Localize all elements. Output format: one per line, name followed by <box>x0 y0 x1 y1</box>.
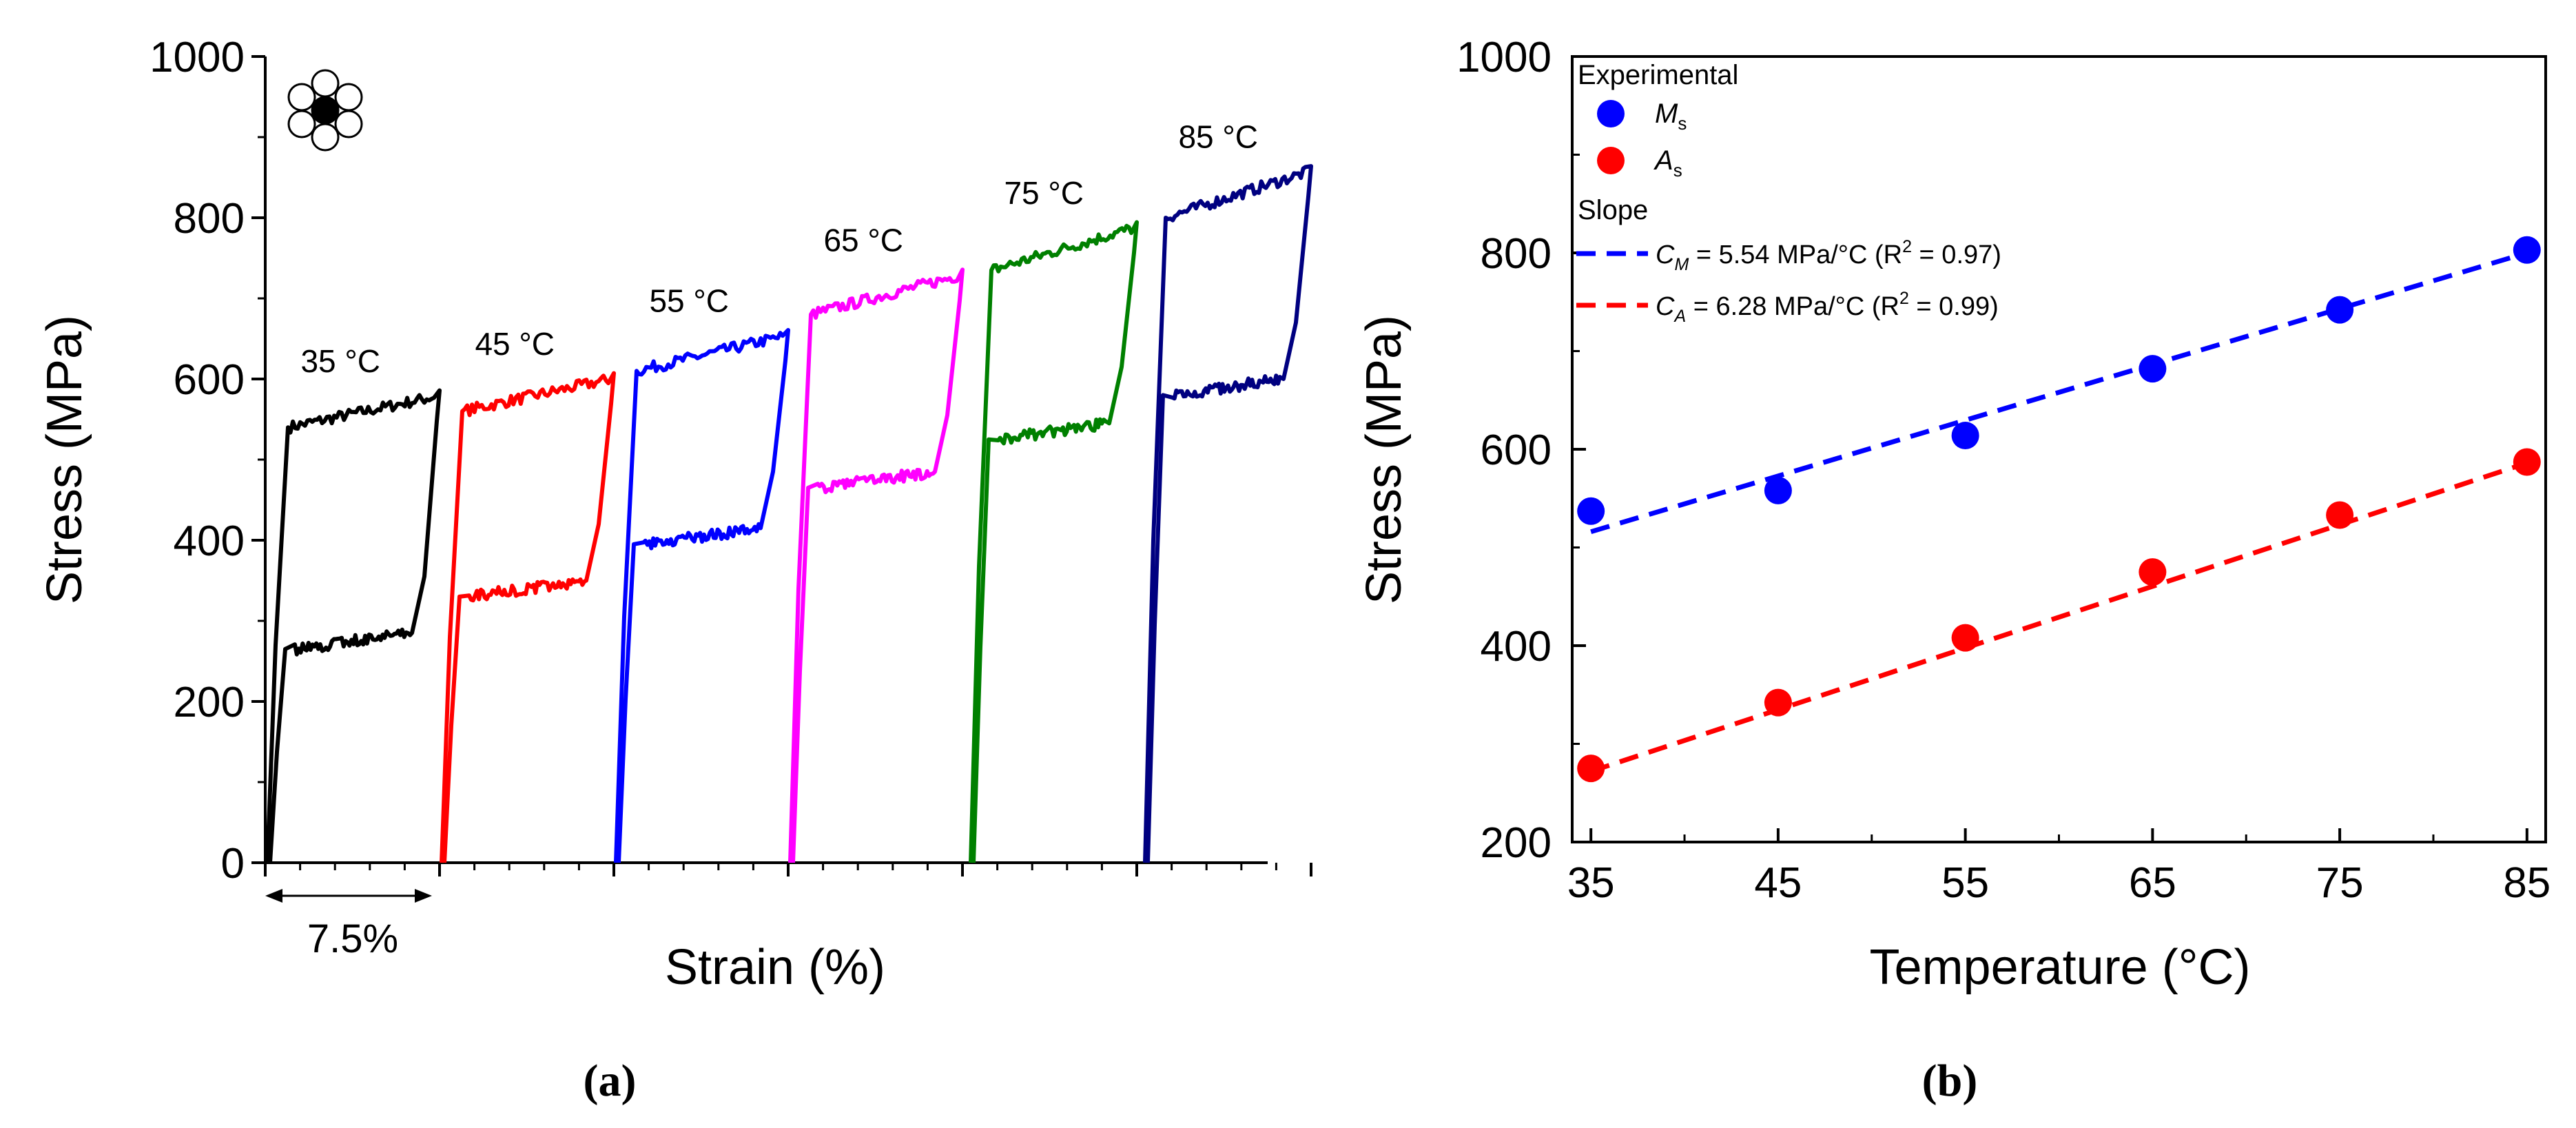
a-x-ticks <box>264 863 1312 876</box>
b-y-axis-label: Stress (MPa) <box>1357 315 1412 604</box>
a-y-tick-label: 1000 <box>150 34 245 81</box>
b-x-tick-label: 35 <box>1567 859 1615 907</box>
b-x-tick-label: 65 <box>2129 859 2176 907</box>
b-y-tick-label: 400 <box>1481 623 1552 670</box>
legend-ms-marker <box>1597 100 1625 127</box>
a-curve-75c <box>969 220 1139 863</box>
a-curve-55c <box>614 327 790 863</box>
b-point-ms <box>1764 476 1792 504</box>
legend-ca-label: CA = 6.28 MPa/°C (R2 = 0.99) <box>1656 289 1999 326</box>
b-x-tick-label: 55 <box>1941 859 1989 907</box>
b-plot-frame <box>1571 55 2547 843</box>
b-x-tick-label: 75 <box>2316 859 2364 907</box>
strand-outer-wire-icon <box>334 83 363 112</box>
a-curve-65c <box>788 267 965 863</box>
a-curve-label: 45 °C <box>475 326 555 362</box>
a-y-tick-label: 400 <box>174 517 245 565</box>
b-fit-line-as <box>1590 460 2528 774</box>
scale-bar-label: 7.5% <box>307 916 398 961</box>
b-point-ms <box>2513 236 2541 264</box>
panel-b: 200 400 600 800 1000 35 45 55 65 75 85 Experiment… <box>1357 34 2551 995</box>
a-y-tick-label: 0 <box>221 840 245 888</box>
a-y-ticks: 0 200 400 600 800 1000 <box>150 34 265 888</box>
b-point-as <box>1951 624 1979 652</box>
b-fit-lines <box>1590 250 2528 774</box>
b-x-ticks: 35 45 55 65 75 85 <box>1567 828 2551 907</box>
a-curve-45c <box>440 371 616 863</box>
strand-outer-wire-icon <box>334 110 363 139</box>
a-y-tick-label: 600 <box>174 356 245 404</box>
b-y-tick-label: 200 <box>1481 819 1552 867</box>
b-x-axis-label: Temperature (°C) <box>1870 940 2251 995</box>
a-y-tick-label: 200 <box>174 679 245 726</box>
b-point-ms <box>1577 497 1605 525</box>
a-curves <box>265 164 1313 863</box>
b-point-ms <box>2139 355 2167 383</box>
b-y-tick-label: 1000 <box>1456 34 1552 81</box>
b-x-tick-label: 45 <box>1754 859 1802 907</box>
a-curve-label: 35 °C <box>300 343 380 379</box>
a-y-axis-label: Stress (MPa) <box>37 315 92 604</box>
strain-scale-bar: 7.5% <box>265 889 432 961</box>
b-point-as <box>1577 755 1605 783</box>
strand-outer-wire-icon <box>311 69 340 98</box>
a-x-axis-label: Strain (%) <box>665 940 885 995</box>
strand-core-wire-icon <box>311 96 340 125</box>
a-curve-labels: 35 °C 45 °C 55 °C 65 °C 75 °C 85 °C <box>300 119 1258 378</box>
b-y-tick-label: 800 <box>1481 230 1552 278</box>
b-point-as <box>1764 688 1792 717</box>
a-y-tick-label: 800 <box>174 195 245 243</box>
a-curve-label: 75 °C <box>1004 175 1084 211</box>
b-point-as <box>2139 558 2167 586</box>
legend-as-label: As <box>1653 145 1682 181</box>
b-point-as <box>2513 448 2541 476</box>
b-legend: Experimental Ms As Slope CM = 5.54 MPa/°… <box>1576 60 2001 326</box>
a-curve-35c <box>265 388 442 863</box>
strand-outer-wire-icon <box>287 110 316 139</box>
a-curve-label: 85 °C <box>1178 119 1258 154</box>
a-curve-85c <box>1143 164 1313 863</box>
b-y-ticks: 200 400 600 800 1000 <box>1456 34 1586 867</box>
a-curve-label: 65 °C <box>823 223 903 258</box>
b-y-tick-label: 600 <box>1481 427 1552 474</box>
strand-outer-wire-icon <box>311 123 340 152</box>
a-curve-label: 55 °C <box>649 283 729 318</box>
b-data-points <box>1577 236 2541 783</box>
caption-b: (b) <box>1922 1056 1978 1106</box>
b-point-as <box>2326 501 2354 529</box>
b-point-ms <box>1951 422 1979 450</box>
strand-cross-section-icon <box>287 69 363 152</box>
legend-ms-label: Ms <box>1655 99 1687 134</box>
panel-a: 0 200 400 600 800 1000 35 °C 45 °C 55 °C 65 °C 75… <box>37 34 1313 995</box>
b-fit-line-ms <box>1590 250 2528 535</box>
strand-outer-wire-icon <box>287 83 316 112</box>
legend-experimental-title: Experimental <box>1578 60 1738 90</box>
caption-a: (a) <box>584 1056 637 1106</box>
legend-slope-title: Slope <box>1578 195 1648 225</box>
b-point-ms <box>2326 296 2354 324</box>
b-x-tick-label: 85 <box>2503 859 2551 907</box>
legend-cm-label: CM = 5.54 MPa/°C (R2 = 0.97) <box>1656 237 2001 274</box>
legend-as-marker <box>1597 147 1625 174</box>
